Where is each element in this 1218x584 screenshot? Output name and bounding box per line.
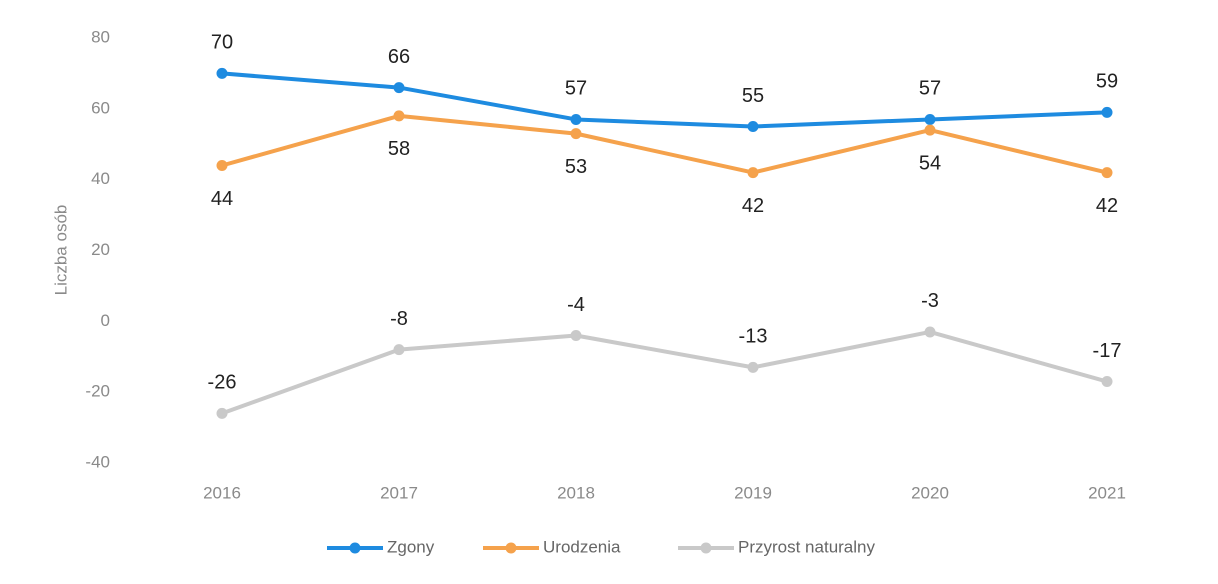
point <box>924 124 936 136</box>
x-tick-label: 2021 <box>1088 483 1126 502</box>
point <box>1101 376 1113 388</box>
data-label: 57 <box>565 78 587 100</box>
point <box>1101 106 1113 118</box>
data-label: -8 <box>390 308 408 330</box>
data-label: 59 <box>1096 71 1118 93</box>
y-tick-label: 80 <box>91 27 110 46</box>
legend-marker <box>505 542 517 554</box>
legend-label: Urodzenia <box>543 537 621 556</box>
x-tick-label: 2016 <box>203 483 241 502</box>
point <box>393 344 405 356</box>
legend-marker <box>349 542 361 554</box>
point <box>216 67 228 79</box>
y-axis-label: Liczba osób <box>51 205 70 296</box>
point <box>924 326 936 338</box>
data-label: -4 <box>567 294 585 316</box>
data-label: 42 <box>742 195 764 217</box>
legend-label: Zgony <box>387 537 435 556</box>
series-line <box>221 329 1108 416</box>
y-tick-label: 0 <box>101 311 110 330</box>
x-tick-label: 2018 <box>557 483 595 502</box>
data-label: -3 <box>921 290 939 312</box>
y-tick-label: -40 <box>85 452 110 471</box>
point <box>570 113 582 125</box>
point <box>747 361 759 373</box>
y-tick-label: 40 <box>91 169 110 188</box>
point <box>216 160 228 171</box>
x-tick-label: 2017 <box>380 483 418 502</box>
data-label: 44 <box>211 188 233 210</box>
point <box>216 407 228 419</box>
point <box>924 113 936 125</box>
legend-label: Przyrost naturalny <box>738 537 875 556</box>
data-label: 57 <box>919 78 941 100</box>
point <box>393 82 405 94</box>
data-label: -13 <box>739 326 768 348</box>
data-label: 58 <box>388 138 410 160</box>
series-line <box>221 71 1108 129</box>
data-label: 42 <box>1096 195 1118 217</box>
data-label: 53 <box>565 156 587 178</box>
y-tick-label: 60 <box>91 98 110 117</box>
point <box>570 330 582 341</box>
point <box>570 128 582 140</box>
data-label: 55 <box>742 85 764 107</box>
point <box>747 167 759 179</box>
legend-marker <box>700 542 712 554</box>
series-line <box>221 113 1108 175</box>
data-label: -26 <box>208 372 237 394</box>
data-label: -17 <box>1093 340 1122 362</box>
point <box>747 121 759 133</box>
point <box>393 110 405 122</box>
y-tick-label: -20 <box>85 382 110 401</box>
point <box>1101 167 1113 179</box>
x-tick-label: 2020 <box>911 483 949 502</box>
data-label: 70 <box>211 32 233 54</box>
data-label: 66 <box>388 46 410 68</box>
y-tick-label: 20 <box>91 240 110 259</box>
x-tick-label: 2019 <box>734 483 772 502</box>
data-label: 54 <box>919 152 941 174</box>
